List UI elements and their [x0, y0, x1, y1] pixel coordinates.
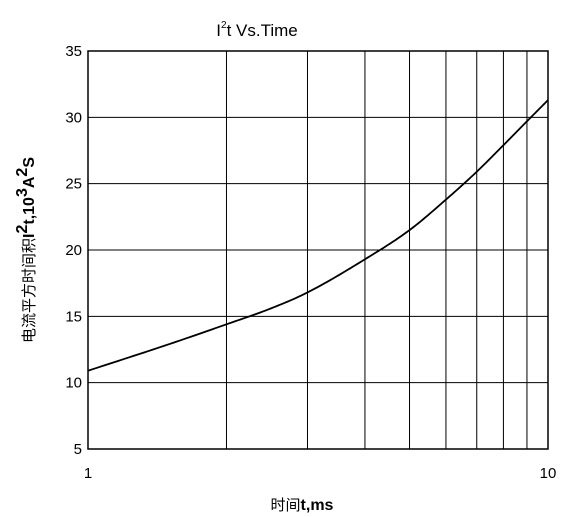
- y-tick-label: 25: [65, 176, 82, 193]
- y-axis-label-i: I: [21, 234, 38, 238]
- chart-title: I2t Vs.Time: [216, 20, 297, 40]
- y-axis-label-a: A: [21, 176, 38, 188]
- x-axis-label-cjk: 时间: [271, 496, 301, 514]
- y-axis-label-s: S: [21, 157, 38, 168]
- y-tick-labels: 5 10 15 20 25 30 35: [65, 43, 82, 458]
- y-axis-label-cjk: 电流平方时间积: [20, 238, 38, 343]
- y-tick-label: 35: [65, 43, 82, 60]
- y-axis-label-sup2: 3: [14, 188, 31, 197]
- y-tick-label: 15: [65, 308, 82, 325]
- x-tick-label: 1: [84, 465, 92, 482]
- y-axis-label-sup3: 2: [14, 168, 31, 177]
- plot-frame: [87, 50, 549, 450]
- grid: [87, 50, 549, 450]
- y-axis-label: 电流平方时间积I2t,103A2S: [14, 157, 38, 343]
- chart-title-rest: t Vs.Time: [227, 21, 298, 40]
- x-axis-label: 时间t,ms: [271, 496, 334, 514]
- x-tick-labels: 1 10: [84, 465, 557, 482]
- x-axis-label-rest: t,ms: [301, 497, 334, 514]
- y-tick-label: 5: [74, 441, 82, 458]
- x-tick-label: 10: [540, 465, 557, 482]
- y-tick-label: 30: [65, 109, 82, 126]
- chart-title-base: I: [216, 21, 221, 40]
- y-axis-label-mid: t,10: [21, 197, 38, 225]
- y-tick-label: 20: [65, 242, 82, 259]
- y-axis-label-sup1: 2: [14, 225, 31, 234]
- series-line: [87, 99, 549, 372]
- y-tick-label: 10: [65, 375, 82, 392]
- chart-title-sup: 2: [221, 20, 227, 31]
- series-group: [87, 99, 549, 372]
